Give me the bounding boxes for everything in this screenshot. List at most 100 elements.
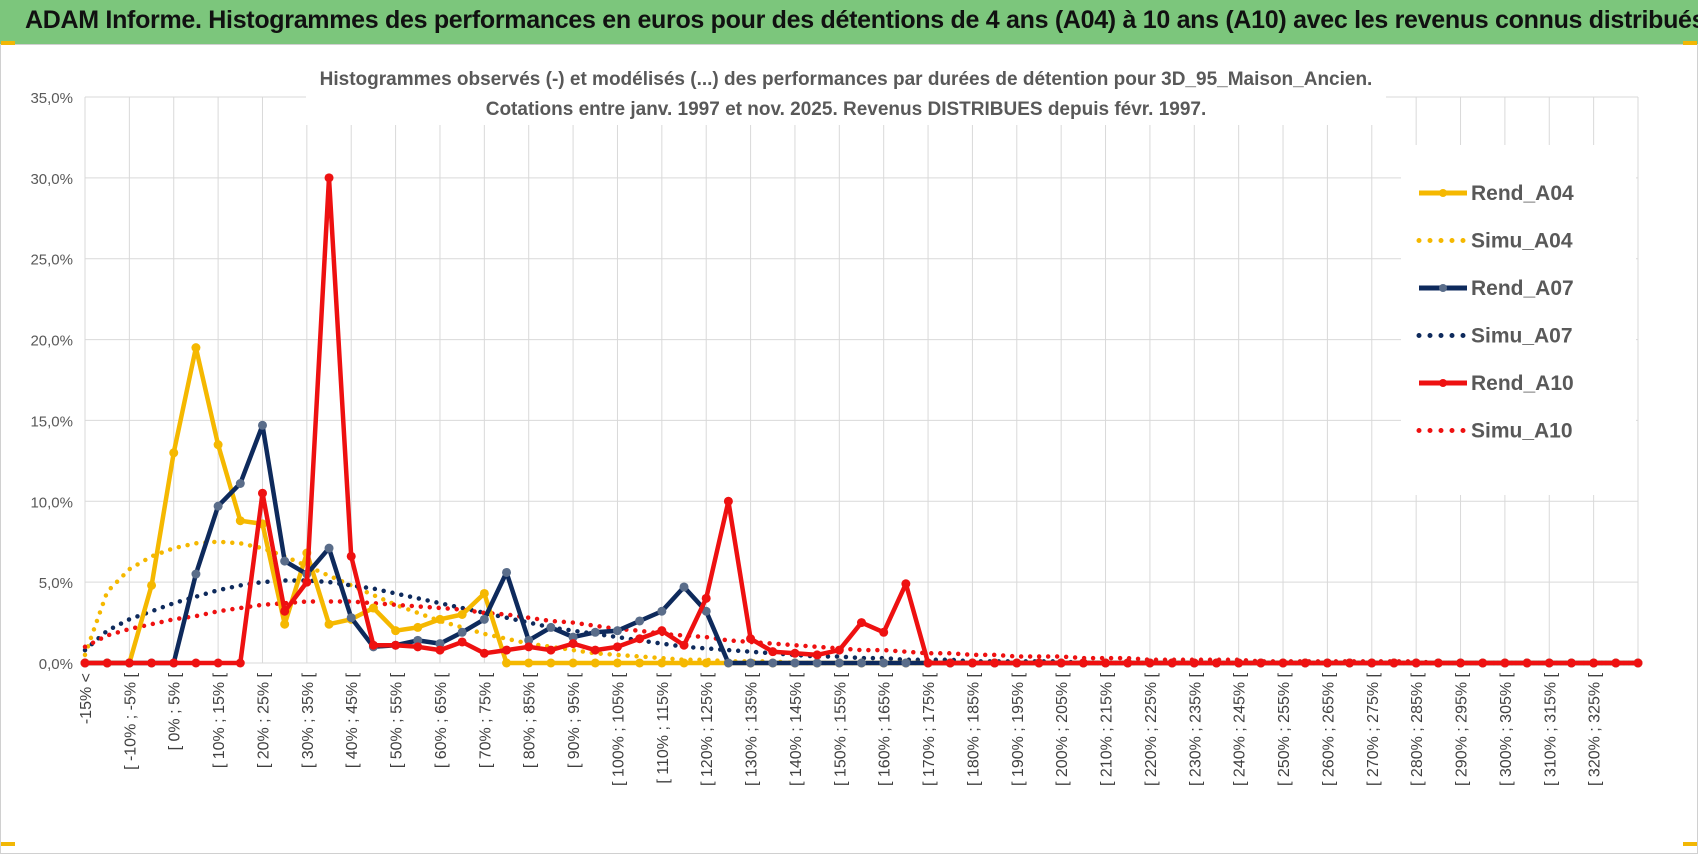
data-point xyxy=(524,658,534,668)
data-point xyxy=(790,658,800,668)
x-tick-label: [ 150% ; 155% [ xyxy=(832,672,849,786)
data-point xyxy=(1078,658,1088,668)
data-point xyxy=(834,658,844,668)
data-point xyxy=(479,588,489,598)
legend-label: Rend_A10 xyxy=(1471,372,1574,395)
x-tick-label: [ 290% ; 295% [ xyxy=(1454,672,1471,786)
data-point xyxy=(1234,658,1244,668)
data-point xyxy=(857,618,866,628)
data-point xyxy=(235,478,245,488)
x-tick-label: [ 0% ; 5% [ xyxy=(167,672,184,750)
data-point xyxy=(191,343,201,353)
data-point xyxy=(1478,658,1488,668)
data-point xyxy=(945,658,955,668)
data-point xyxy=(1500,658,1510,668)
x-tick-label: [ 210% ; 215% [ xyxy=(1099,672,1116,786)
series-Rend_A10 xyxy=(80,173,1643,668)
data-point xyxy=(834,645,844,655)
x-tick-label: [ 270% ; 275% [ xyxy=(1365,672,1382,786)
legend: Rend_A04 Simu_A04 Rend_A07 Simu_A07 Rend_A10… xyxy=(1401,145,1636,495)
x-tick-label: [ 100% ; 105% [ xyxy=(610,672,627,786)
data-point xyxy=(169,658,179,668)
data-point xyxy=(368,603,378,613)
legend-item-Rend_A10: Rend_A10 xyxy=(1419,372,1574,395)
legend-marker xyxy=(1439,379,1447,387)
x-tick-label: [ 130% ; 135% [ xyxy=(744,672,761,786)
data-point xyxy=(280,606,290,616)
data-point xyxy=(635,634,645,644)
data-point xyxy=(1456,658,1466,668)
data-point xyxy=(524,642,534,652)
data-point xyxy=(590,645,600,655)
x-tick-label: [ 230% ; 235% [ xyxy=(1187,672,1204,786)
corner-mark-left xyxy=(1,41,15,45)
legend-label: Simu_A10 xyxy=(1471,420,1573,443)
data-point xyxy=(635,658,645,668)
data-point xyxy=(568,632,578,642)
data-point xyxy=(479,648,489,658)
data-point xyxy=(368,640,378,650)
x-tick-label: [ 190% ; 195% [ xyxy=(1010,672,1027,786)
data-point xyxy=(1145,658,1155,668)
y-tick-label: 0,0% xyxy=(39,656,73,673)
data-point xyxy=(213,440,223,450)
data-point xyxy=(324,173,334,183)
data-point xyxy=(768,647,778,657)
data-point xyxy=(524,635,534,645)
chart-area: 0,0% 5,0% 10,0% 15,0% 20,0% 25,0% 30,0% 35,0% -… xyxy=(0,41,1698,854)
data-point xyxy=(1345,658,1355,668)
data-point xyxy=(147,658,157,668)
data-point xyxy=(990,658,1000,668)
y-tick-label: 25,0% xyxy=(30,252,73,269)
data-point xyxy=(546,622,556,632)
data-point xyxy=(435,639,445,649)
data-point xyxy=(546,645,556,655)
legend-background xyxy=(1401,145,1636,495)
y-tick-label: 15,0% xyxy=(30,413,73,430)
data-point xyxy=(1211,658,1221,668)
x-tick-label: [ 70% ; 75% [ xyxy=(477,672,494,768)
data-point xyxy=(1300,658,1310,668)
legend-marker xyxy=(1439,284,1447,292)
data-point xyxy=(657,626,667,636)
data-point xyxy=(701,593,711,603)
data-point xyxy=(502,658,512,668)
x-tick-label: [ 160% ; 165% [ xyxy=(877,672,894,786)
data-point xyxy=(1389,658,1399,668)
data-point xyxy=(302,577,312,587)
data-point xyxy=(1189,658,1199,668)
x-tick-label: [ 50% ; 55% [ xyxy=(389,672,406,768)
line-chart: 0,0% 5,0% 10,0% 15,0% 20,0% 25,0% 30,0% 35,0% -… xyxy=(30,63,1643,786)
legend-item-Simu_A07: Simu_A07 xyxy=(1416,325,1573,348)
data-point xyxy=(80,658,90,668)
data-point xyxy=(612,658,622,668)
data-point xyxy=(590,627,600,637)
data-point xyxy=(657,606,667,616)
data-point xyxy=(923,658,933,668)
x-tick-label: [ 300% ; 305% [ xyxy=(1498,672,1515,786)
legend-item-Simu_A04: Simu_A04 xyxy=(1416,230,1573,253)
series-line xyxy=(82,599,1641,666)
data-point xyxy=(746,634,756,644)
report-banner: ADAM Informe. Histogrammes des performan… xyxy=(0,0,1698,45)
data-point xyxy=(857,658,866,668)
data-point xyxy=(191,658,201,668)
corner-mark-right-bottom xyxy=(1683,842,1697,846)
data-point xyxy=(502,567,512,577)
data-point xyxy=(457,637,467,647)
data-point xyxy=(413,622,423,632)
data-point xyxy=(701,658,711,668)
data-point xyxy=(901,658,911,668)
x-tick-label: [ 90% ; 95% [ xyxy=(566,672,583,768)
series-group xyxy=(80,173,1643,668)
data-point xyxy=(324,619,334,629)
y-tick-label: 5,0% xyxy=(39,575,73,592)
data-point xyxy=(235,516,245,526)
data-point xyxy=(346,613,356,623)
data-point xyxy=(723,658,733,668)
y-axis: 0,0% 5,0% 10,0% 15,0% 20,0% 25,0% 30,0% 35,0% xyxy=(30,90,73,673)
x-tick-label: [ 60% ; 65% [ xyxy=(433,672,450,768)
data-point xyxy=(568,639,578,649)
data-point xyxy=(657,658,667,668)
data-point xyxy=(1544,658,1554,668)
